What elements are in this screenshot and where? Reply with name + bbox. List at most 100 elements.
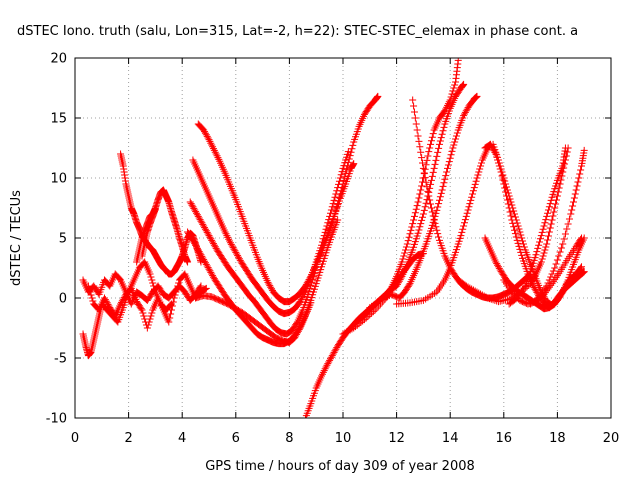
data-point xyxy=(437,134,445,142)
data-point xyxy=(405,233,413,241)
data-point xyxy=(569,198,577,206)
data-point xyxy=(532,251,540,259)
data-point xyxy=(540,249,548,257)
data-point xyxy=(201,128,209,136)
data-point xyxy=(200,256,208,264)
data-point xyxy=(426,196,434,204)
data-point xyxy=(564,220,572,228)
data-point xyxy=(440,108,448,116)
data-point xyxy=(449,144,457,152)
series-arc-16-loop xyxy=(500,234,586,308)
data-point xyxy=(501,177,509,185)
data-point xyxy=(209,240,217,248)
data-point xyxy=(199,254,207,262)
data-point xyxy=(469,286,477,294)
data-point xyxy=(444,164,452,172)
x-tick-label: 6 xyxy=(232,431,240,446)
data-point xyxy=(150,282,158,290)
data-point xyxy=(102,297,110,305)
data-point xyxy=(573,182,581,190)
data-point xyxy=(296,298,304,306)
data-point xyxy=(451,81,459,89)
series-arc-main-1 xyxy=(194,92,382,306)
data-point xyxy=(203,228,211,236)
data-point xyxy=(373,299,381,307)
data-point xyxy=(551,264,559,272)
data-point xyxy=(513,236,521,244)
data-point xyxy=(533,248,541,256)
data-point xyxy=(480,292,488,300)
data-point xyxy=(196,216,204,224)
data-point xyxy=(494,156,502,164)
data-point xyxy=(509,204,517,212)
data-point xyxy=(541,289,549,297)
data-point xyxy=(464,283,472,291)
data-point xyxy=(221,228,229,236)
data-point xyxy=(546,224,554,232)
data-point xyxy=(473,174,481,182)
data-point xyxy=(170,294,178,302)
data-point xyxy=(432,156,440,164)
data-point xyxy=(511,210,519,218)
data-point xyxy=(406,230,414,238)
data-point xyxy=(330,196,338,204)
data-point xyxy=(568,206,576,214)
data-point xyxy=(209,238,217,246)
data-point xyxy=(555,184,563,192)
data-point xyxy=(469,190,477,198)
data-point xyxy=(548,270,556,278)
data-point xyxy=(518,288,526,296)
data-point xyxy=(535,241,543,249)
data-point xyxy=(434,230,442,238)
data-point xyxy=(543,240,551,248)
data-point xyxy=(328,352,336,360)
data-point xyxy=(295,299,303,307)
data-point xyxy=(471,180,479,188)
data-point xyxy=(411,209,419,217)
data-point xyxy=(507,294,515,302)
data-point xyxy=(570,194,578,202)
data-point xyxy=(410,108,418,116)
data-point xyxy=(200,222,208,230)
data-point xyxy=(189,236,197,244)
data-point xyxy=(559,168,567,176)
data-point xyxy=(201,286,209,294)
data-point xyxy=(293,319,301,327)
data-point xyxy=(414,198,422,206)
data-point xyxy=(393,280,401,288)
data-point xyxy=(510,207,518,215)
data-point xyxy=(537,258,545,266)
data-point xyxy=(366,304,374,312)
data-point xyxy=(436,193,444,201)
data-point xyxy=(512,233,520,241)
data-point xyxy=(211,148,219,156)
data-point xyxy=(531,272,539,280)
data-point xyxy=(117,300,125,308)
data-point xyxy=(205,136,213,144)
data-point xyxy=(562,152,570,160)
data-point xyxy=(201,225,209,233)
data-point xyxy=(308,278,316,286)
data-point xyxy=(505,295,513,303)
data-point xyxy=(506,195,514,203)
data-point xyxy=(500,174,508,182)
data-point xyxy=(147,273,155,281)
data-point xyxy=(369,301,377,309)
data-point xyxy=(491,296,499,304)
data-point xyxy=(450,141,458,149)
data-point xyxy=(411,114,419,122)
data-point xyxy=(321,365,329,373)
x-tick-label: 20 xyxy=(603,431,620,446)
y-tick-label: 0 xyxy=(59,292,67,307)
data-point xyxy=(201,257,209,265)
data-point xyxy=(435,140,443,148)
data-point xyxy=(514,222,522,230)
data-point xyxy=(425,192,433,200)
data-point xyxy=(487,295,495,303)
data-point xyxy=(199,220,207,228)
data-point xyxy=(231,247,239,255)
data-point xyxy=(569,202,577,210)
data-point xyxy=(576,170,584,178)
data-point xyxy=(560,164,568,172)
